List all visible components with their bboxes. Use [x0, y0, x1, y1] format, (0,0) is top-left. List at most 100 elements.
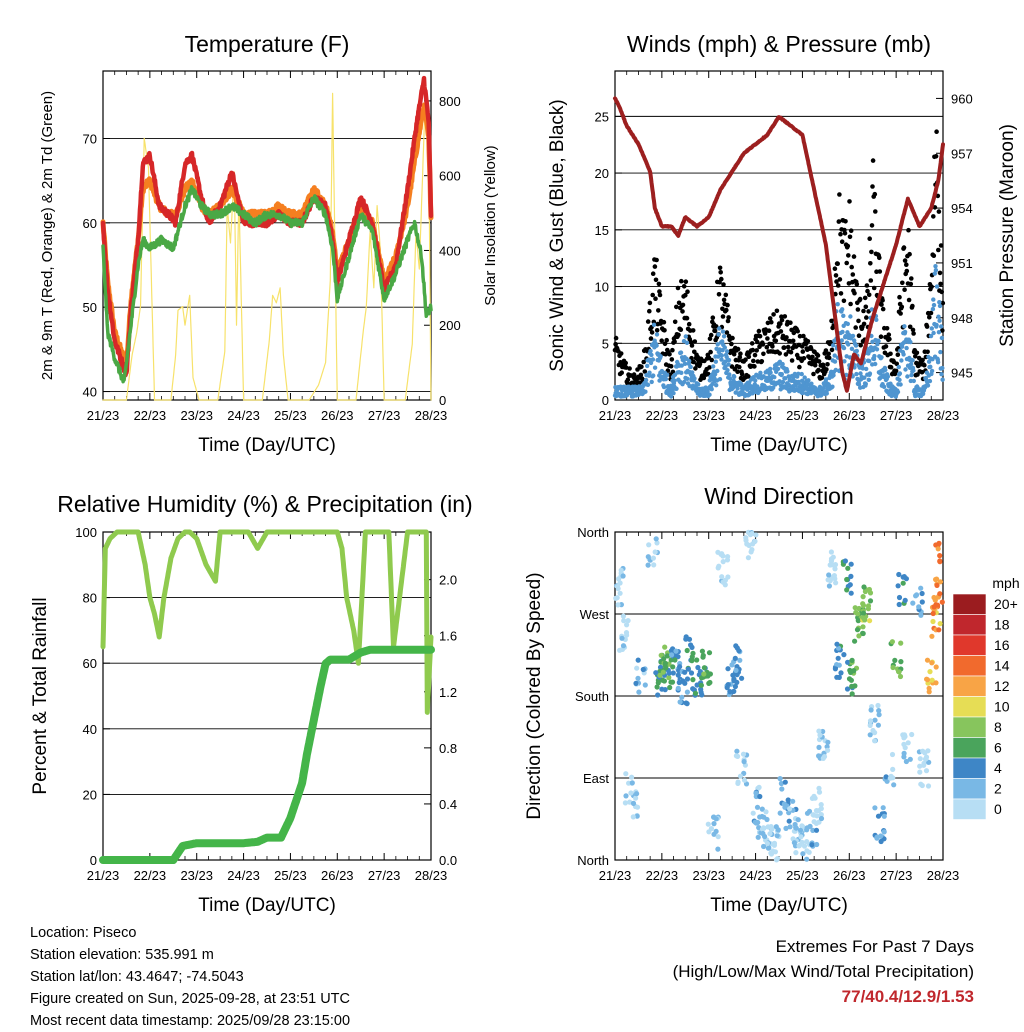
- speed-legend-label: 10: [994, 699, 1010, 715]
- gust-point: [937, 270, 943, 276]
- direction-point: [694, 657, 700, 663]
- direction-point: [898, 640, 904, 646]
- panel-4-ytick-label: North: [577, 525, 609, 540]
- panel-2-xtick-label: 23/23: [692, 408, 725, 423]
- gust-point: [940, 300, 946, 306]
- direction-point: [854, 627, 861, 633]
- panel-1-ytick-label: 60: [83, 216, 97, 231]
- gust-point: [856, 318, 861, 324]
- direction-point: [635, 675, 641, 681]
- gust-point: [770, 344, 775, 349]
- sonic-wind-point: [885, 374, 891, 379]
- sonic-wind-point: [715, 368, 720, 374]
- direction-point: [867, 718, 874, 724]
- sonic-wind-point: [806, 378, 811, 383]
- extremes-box: Extremes For Past 7 Days (High/Low/Max W…: [673, 934, 974, 1009]
- direction-point: [757, 793, 763, 800]
- direction-point: [630, 814, 636, 820]
- gust-point: [755, 339, 760, 345]
- rh-chart-title: Relative Humidity (%) & Precipitation (i…: [57, 491, 472, 517]
- sonic-wind-point: [909, 372, 914, 378]
- direction-point: [753, 532, 759, 538]
- direction-point: [909, 731, 915, 738]
- gust-point: [721, 297, 727, 303]
- gust-point: [764, 344, 770, 350]
- sonic-wind-point: [832, 353, 837, 358]
- direction-point: [654, 684, 660, 690]
- sonic-wind-point: [683, 334, 688, 339]
- panel-3-xtick-label: 27/23: [368, 868, 401, 883]
- gust-point: [832, 266, 838, 272]
- sonic-wind-point: [869, 307, 874, 312]
- direction-point: [689, 644, 695, 651]
- direction-point: [731, 678, 737, 684]
- direction-point: [891, 782, 897, 788]
- gust-point: [683, 279, 689, 285]
- gust-point: [863, 304, 869, 310]
- gust-point: [724, 307, 729, 313]
- panel-1-xlabel: Time (Day/UTC): [198, 435, 336, 456]
- gust-point: [833, 273, 839, 278]
- gust-point: [652, 264, 658, 269]
- gust-point: [781, 345, 787, 350]
- sonic-wind-point: [876, 338, 881, 344]
- sonic-wind-point: [726, 362, 731, 367]
- gust-point: [848, 301, 853, 307]
- sonic-wind-point: [935, 360, 941, 365]
- gust-point: [690, 328, 696, 333]
- rh-ylabel: Percent & Total Rainfall: [30, 597, 51, 794]
- gust-point: [866, 292, 872, 298]
- direction-point: [617, 647, 623, 653]
- dewpoint-2m-line: [101, 185, 433, 384]
- sonic-wind-point: [777, 379, 782, 384]
- gust-point: [789, 358, 795, 363]
- sonic-wind-point: [940, 365, 945, 371]
- sonic-wind-point: [724, 349, 730, 354]
- gust-point: [842, 231, 848, 236]
- gust-point: [707, 365, 712, 370]
- direction-point: [870, 727, 876, 734]
- direction-point: [620, 613, 627, 619]
- direction-point: [875, 702, 881, 709]
- direction-point: [845, 659, 851, 665]
- sonic-wind-point: [753, 378, 758, 383]
- direction-point: [917, 769, 923, 775]
- sonic-wind-point: [664, 372, 670, 377]
- direction-point: [793, 825, 799, 831]
- gust-point: [837, 192, 842, 197]
- gust-point: [717, 265, 723, 271]
- gust-point: [674, 304, 679, 310]
- direction-point: [688, 670, 695, 676]
- panel-2-ytick-right-label: 948: [951, 311, 973, 326]
- sonic-wind-point: [858, 371, 863, 376]
- sonic-wind-point: [712, 372, 718, 377]
- gust-point: [816, 367, 821, 373]
- figure-created: Figure created on Sun, 2025-09-28, at 23…: [30, 991, 350, 1007]
- sonic-wind-point: [905, 374, 910, 379]
- panel-3-ytick-label: 40: [83, 722, 97, 737]
- direction-point: [673, 648, 679, 654]
- direction-point: [634, 665, 640, 671]
- direction-point: [620, 573, 626, 579]
- direction-point: [867, 618, 873, 624]
- sonic-wind-point: [929, 368, 935, 374]
- direction-point: [629, 780, 635, 786]
- panel-3-ytick-label: 0: [90, 853, 97, 868]
- panel-3-ytick-label: 80: [83, 591, 97, 606]
- sonic-wind-point: [654, 332, 660, 337]
- gust-point: [829, 347, 835, 353]
- gust-point: [619, 370, 624, 376]
- direction-point: [896, 669, 902, 675]
- direction-point: [901, 750, 907, 757]
- sonic-wind-point: [674, 386, 679, 391]
- gust-point: [867, 236, 872, 241]
- direction-point: [677, 699, 683, 705]
- direction-point: [698, 682, 705, 688]
- gust-point: [765, 336, 770, 341]
- sonic-wind-point: [840, 329, 845, 335]
- gust-point: [645, 319, 651, 324]
- direction-point: [708, 826, 715, 832]
- sonic-wind-point: [902, 324, 907, 329]
- gust-point: [844, 260, 849, 266]
- gust-point: [864, 315, 869, 320]
